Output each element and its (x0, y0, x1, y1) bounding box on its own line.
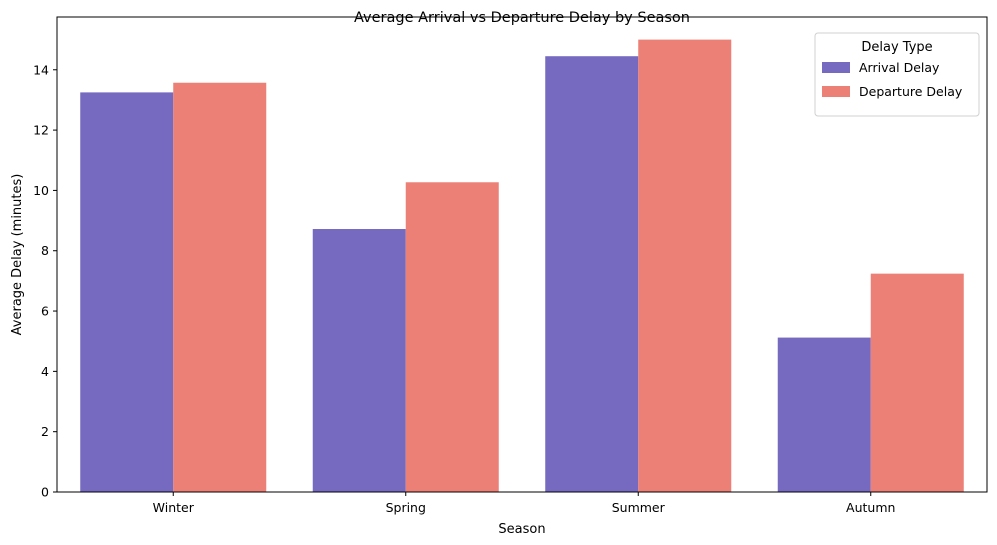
legend-swatch (822, 62, 850, 73)
bar-departure-delay-autumn (870, 273, 964, 492)
bar-arrival-delay-winter (80, 92, 174, 493)
x-axis-label: Season (498, 522, 545, 537)
x-tick-label: Autumn (846, 500, 895, 515)
bar-departure-delay-spring (405, 182, 499, 492)
legend-box (814, 32, 980, 117)
legend-label: Departure Delay (859, 84, 963, 99)
y-tick-label: 4 (41, 364, 49, 379)
x-tick-label: Spring (386, 500, 426, 515)
y-tick-label: 12 (33, 123, 49, 138)
bar-departure-delay-summer (638, 39, 732, 492)
x-axis: Winter Spring Summer Autumn (153, 492, 895, 515)
legend: Delay Type Arrival Delay Departure Delay (814, 32, 980, 117)
x-tick-label: Winter (153, 500, 195, 515)
legend-items: Arrival Delay Departure Delay (822, 60, 963, 99)
chart-title: Average Arrival vs Departure Delay by Se… (354, 10, 690, 26)
legend-label: Arrival Delay (859, 60, 940, 75)
y-tick-label: 6 (41, 304, 49, 319)
y-tick-label: 8 (41, 243, 49, 258)
y-axis: 0 2 4 6 8 10 12 14 (33, 62, 57, 500)
y-tick-label: 2 (41, 424, 49, 439)
plot-frame (56, 16, 988, 493)
y-tick-label: 14 (33, 62, 49, 77)
legend-swatch (822, 86, 850, 97)
y-axis-label: Average Delay (minutes) (10, 174, 25, 336)
bar-departure-delay-winter (173, 82, 267, 492)
x-tick-label: Summer (612, 500, 666, 515)
bar-arrival-delay-spring (312, 229, 406, 492)
bar-arrival-delay-autumn (777, 337, 871, 492)
bar-arrival-delay-summer (545, 56, 639, 492)
y-tick-label: 10 (33, 183, 49, 198)
bars-group (80, 39, 964, 493)
legend-title: Delay Type (861, 40, 932, 55)
y-tick-label: 0 (41, 485, 49, 500)
